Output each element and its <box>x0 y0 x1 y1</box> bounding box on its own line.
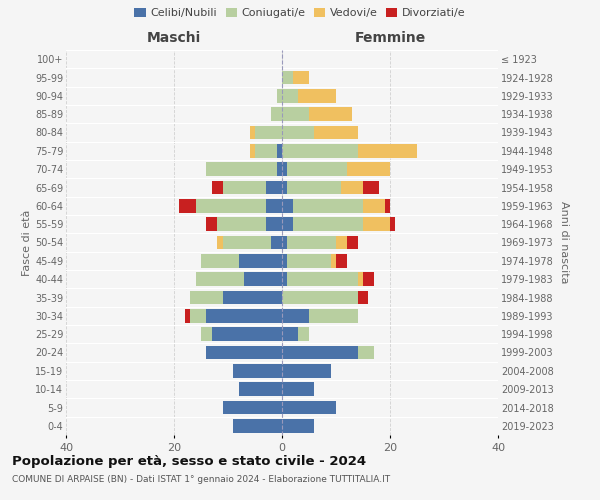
Bar <box>206 346 282 360</box>
Bar <box>266 218 282 231</box>
Bar <box>287 254 331 268</box>
Y-axis label: Fasce di età: Fasce di età <box>22 210 32 276</box>
Bar <box>293 199 363 212</box>
Bar <box>282 108 309 121</box>
Bar <box>314 126 358 140</box>
Bar <box>358 272 363 286</box>
Bar <box>217 236 223 250</box>
Bar <box>341 180 363 194</box>
Bar <box>206 162 277 176</box>
Bar <box>244 272 282 286</box>
Bar <box>282 162 287 176</box>
Bar <box>271 236 282 250</box>
Text: Maschi: Maschi <box>147 30 201 44</box>
Bar <box>287 236 336 250</box>
Bar <box>363 199 385 212</box>
Bar <box>223 236 271 250</box>
Bar <box>282 126 314 140</box>
Bar <box>282 290 358 304</box>
Bar <box>282 89 298 102</box>
Bar <box>309 108 352 121</box>
Bar <box>223 290 282 304</box>
Bar <box>298 328 309 341</box>
Bar <box>201 254 239 268</box>
Bar <box>293 218 363 231</box>
Bar <box>239 254 282 268</box>
Bar <box>233 419 282 432</box>
Bar <box>233 364 282 378</box>
Bar <box>201 328 212 341</box>
Text: COMUNE DI ARPAISE (BN) - Dati ISTAT 1° gennaio 2024 - Elaborazione TUTTITALIA.IT: COMUNE DI ARPAISE (BN) - Dati ISTAT 1° g… <box>12 475 390 484</box>
Bar <box>223 180 266 194</box>
Bar <box>212 180 223 194</box>
Bar <box>179 199 196 212</box>
Bar <box>287 272 358 286</box>
Bar <box>185 309 190 322</box>
Bar <box>250 126 255 140</box>
Bar <box>385 199 390 212</box>
Bar <box>190 290 223 304</box>
Bar <box>196 272 244 286</box>
Bar <box>282 328 298 341</box>
Bar <box>206 218 217 231</box>
Bar <box>282 346 358 360</box>
Bar <box>255 144 277 158</box>
Bar <box>282 236 287 250</box>
Text: Popolazione per età, sesso e stato civile - 2024: Popolazione per età, sesso e stato civil… <box>12 455 366 468</box>
Bar <box>277 89 282 102</box>
Bar <box>298 89 336 102</box>
Bar <box>287 180 341 194</box>
Bar <box>217 218 266 231</box>
Bar <box>250 144 255 158</box>
Bar <box>223 400 282 414</box>
Bar <box>282 364 331 378</box>
Legend: Celibi/Nubili, Coniugati/e, Vedovi/e, Divorziati/e: Celibi/Nubili, Coniugati/e, Vedovi/e, Di… <box>132 6 468 20</box>
Bar <box>277 144 282 158</box>
Y-axis label: Anni di nascita: Anni di nascita <box>559 201 569 284</box>
Bar <box>282 144 358 158</box>
Bar <box>277 162 282 176</box>
Bar <box>309 309 358 322</box>
Bar <box>347 162 390 176</box>
Bar <box>212 328 282 341</box>
Bar <box>282 180 287 194</box>
Bar <box>358 346 374 360</box>
Bar <box>358 290 368 304</box>
Bar <box>282 70 293 85</box>
Bar <box>196 199 266 212</box>
Bar <box>255 126 282 140</box>
Bar <box>282 309 309 322</box>
Bar <box>239 382 282 396</box>
Bar <box>390 218 395 231</box>
Bar <box>282 382 314 396</box>
Bar <box>331 254 336 268</box>
Bar <box>206 309 282 322</box>
Bar <box>266 180 282 194</box>
Text: Femmine: Femmine <box>355 30 425 44</box>
Bar <box>293 70 309 85</box>
Bar <box>358 144 417 158</box>
Bar <box>266 199 282 212</box>
Bar <box>336 236 347 250</box>
Bar <box>363 272 374 286</box>
Bar <box>363 218 390 231</box>
Bar <box>271 108 282 121</box>
Bar <box>282 254 287 268</box>
Bar <box>282 400 336 414</box>
Bar <box>363 180 379 194</box>
Bar <box>287 162 347 176</box>
Bar <box>282 199 293 212</box>
Bar <box>336 254 347 268</box>
Bar <box>282 272 287 286</box>
Bar <box>282 419 314 432</box>
Bar <box>282 218 293 231</box>
Bar <box>347 236 358 250</box>
Bar <box>190 309 206 322</box>
